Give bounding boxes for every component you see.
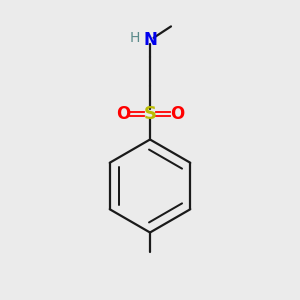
Text: O: O [170,105,184,123]
Text: S: S [143,105,157,123]
Text: O: O [116,105,130,123]
Text: H: H [129,31,140,44]
Text: N: N [143,31,157,49]
